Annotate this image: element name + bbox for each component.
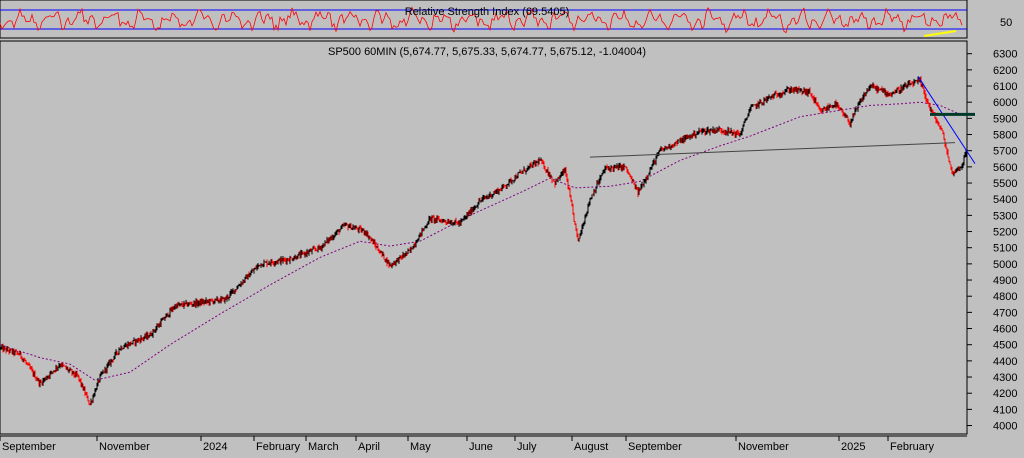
x-tick-label: February — [890, 441, 935, 453]
y-tick-label: 5300 — [993, 210, 1017, 222]
trendline-layer — [589, 76, 976, 164]
rsi-highlight-line — [923, 30, 957, 37]
x-tick-label: February — [256, 441, 301, 453]
x-tick-label: 2025 — [841, 441, 865, 453]
x-tick-label: November — [738, 441, 789, 453]
x-tick-label: April — [358, 441, 380, 453]
x-tick-label: August — [574, 441, 608, 453]
support-trendline — [589, 142, 956, 158]
descending-trendline — [917, 76, 976, 164]
y-tick-label: 4100 — [993, 404, 1017, 416]
y-tick-label: 4700 — [993, 307, 1017, 319]
rsi-tick-50: 50 — [1000, 17, 1012, 29]
x-tick-label: June — [469, 441, 493, 453]
rsi-panel: Relative Strength Index (69.5405) 50 — [0, 0, 1012, 39]
y-tick-label: 5100 — [993, 243, 1017, 255]
y-tick-label: 5400 — [993, 194, 1017, 206]
y-tick-label: 5700 — [993, 146, 1017, 158]
y-tick-label: 5000 — [993, 259, 1017, 271]
y-tick-label: 4800 — [993, 291, 1017, 303]
y-tick-label: 4600 — [993, 324, 1017, 336]
y-tick-label: 4400 — [993, 356, 1017, 368]
y-tick-label: 6200 — [993, 65, 1017, 77]
y-tick-label: 5200 — [993, 227, 1017, 239]
x-tick-label: March — [308, 441, 339, 453]
y-tick-label: 4500 — [993, 340, 1017, 352]
y-tick-label: 5800 — [993, 130, 1017, 142]
y-tick-label: 4200 — [993, 388, 1017, 400]
y-tick-label: 5500 — [993, 178, 1017, 190]
rsi-frame — [0, 0, 968, 39]
date-x-axis: September November 2024 February March April M… — [0, 435, 967, 453]
x-tick-label: 2024 — [203, 441, 227, 453]
y-tick-label: 6100 — [993, 81, 1017, 93]
price-y-axis: 4000 4100 4200 4300 4400 4500 4600 4700 4800 4900… — [967, 49, 1017, 433]
rsi-series-line — [0, 6, 963, 34]
candlestick-layer — [0, 76, 967, 406]
y-tick-label: 4000 — [993, 421, 1017, 433]
y-tick-label: 6000 — [993, 97, 1017, 109]
moving-average-line — [0, 101, 963, 381]
price-frame — [0, 40, 968, 435]
rsi-title: Relative Strength Index (69.5405) — [405, 6, 570, 18]
moving-average-layer — [0, 101, 963, 381]
y-tick-label: 5900 — [993, 113, 1017, 125]
price-panel: SP500 60MIN (5,674.77, 5,675.33, 5,674.7… — [0, 40, 1017, 435]
x-tick-label: July — [517, 441, 537, 453]
y-tick-label: 4900 — [993, 275, 1017, 287]
x-tick-label: November — [99, 441, 150, 453]
rsi-band-lines — [0, 9, 967, 30]
x-tick-label: September — [2, 441, 56, 453]
y-tick-label: 5600 — [993, 162, 1017, 174]
y-tick-label: 6300 — [993, 49, 1017, 61]
x-tick-label: September — [628, 441, 682, 453]
x-tick-label: May — [410, 441, 431, 453]
price-title: SP500 60MIN (5,674.77, 5,675.33, 5,674.7… — [328, 46, 646, 58]
y-tick-label: 4300 — [993, 372, 1017, 384]
